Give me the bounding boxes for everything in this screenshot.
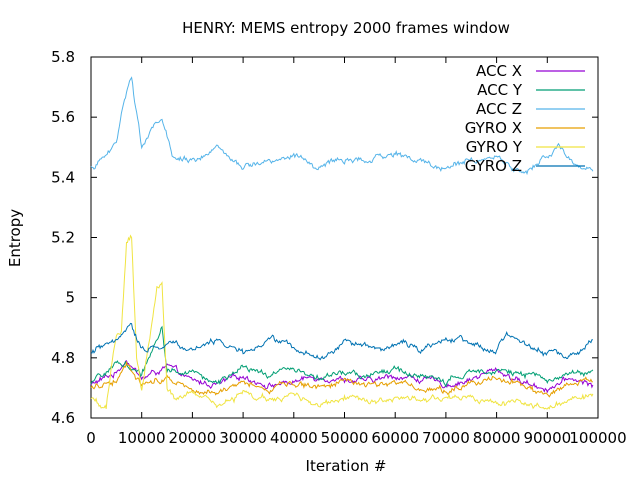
x-tick-label: 40000 bbox=[270, 429, 318, 447]
x-tick-label: 90000 bbox=[523, 429, 571, 447]
x-axis-label: Iteration # bbox=[306, 457, 387, 475]
chart-title: HENRY: MEMS entropy 2000 frames window bbox=[182, 19, 510, 37]
legend-label-acc-z: ACC Z bbox=[476, 100, 522, 118]
series-line-gyro-z bbox=[90, 322, 593, 361]
y-tick-label: 5 bbox=[65, 289, 75, 307]
x-tick-label: 70000 bbox=[422, 429, 470, 447]
x-tick-label: 30000 bbox=[219, 429, 267, 447]
legend-label-gyro-x: GYRO X bbox=[465, 119, 522, 137]
x-axis: 0 10000 20000 30000 40000 50000 60000 70000 8000… bbox=[86, 57, 627, 447]
legend-label-gyro-y: GYRO Y bbox=[466, 138, 523, 156]
y-tick-label: 4.6 bbox=[51, 409, 75, 427]
legend-label-acc-x: ACC X bbox=[476, 62, 522, 80]
series-lines bbox=[90, 76, 594, 410]
x-tick-label: 80000 bbox=[473, 429, 521, 447]
series-line-acc-x bbox=[90, 360, 594, 394]
series-line-acc-y bbox=[90, 325, 594, 388]
y-axis-label: Entropy bbox=[6, 209, 24, 267]
x-tick-label: 10000 bbox=[118, 429, 166, 447]
series-line-acc-z bbox=[90, 76, 594, 176]
y-tick-label: 5.6 bbox=[51, 108, 75, 126]
y-tick-label: 5.8 bbox=[51, 48, 75, 66]
x-tick-label: 0 bbox=[86, 429, 96, 447]
y-tick-label: 4.8 bbox=[51, 349, 75, 367]
y-tick-label: 5.4 bbox=[51, 168, 75, 186]
y-tick-label: 5.2 bbox=[51, 229, 75, 247]
y-axis: 4.6 4.8 5 5.2 5.4 5.6 5.8 bbox=[51, 48, 598, 427]
series-line-gyro-y bbox=[90, 234, 594, 410]
x-tick-label: 50000 bbox=[321, 429, 369, 447]
legend-label-gyro-z: GYRO Z bbox=[465, 157, 522, 175]
series-line-gyro-x bbox=[90, 360, 593, 398]
x-tick-label: 60000 bbox=[371, 429, 419, 447]
x-tick-label: 100000 bbox=[569, 429, 626, 447]
legend-label-acc-y: ACC Y bbox=[477, 81, 523, 99]
x-tick-label: 20000 bbox=[169, 429, 217, 447]
